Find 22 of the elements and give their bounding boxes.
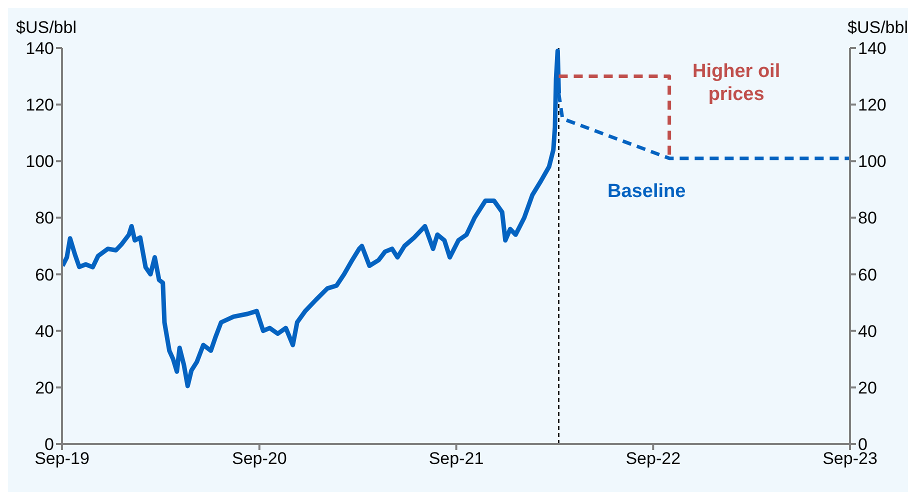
x-tick-label: Sep-20 xyxy=(232,449,287,468)
y-tick-label: 140 xyxy=(26,39,54,58)
x-tick-label: Sep-22 xyxy=(626,449,681,468)
y-tick-label: 60 xyxy=(35,265,54,284)
y2-tick-label: 120 xyxy=(858,96,886,115)
y-tick-label: 120 xyxy=(26,96,54,115)
series-label: Higher oil prices xyxy=(692,60,782,106)
y-axis-title: $US/bbl xyxy=(16,18,76,38)
x-tick-label: Sep-23 xyxy=(822,449,878,468)
y2-tick-label: 60 xyxy=(858,265,877,284)
y2-tick-label: 100 xyxy=(858,152,886,172)
y-tick-label: 40 xyxy=(35,322,54,341)
x-tick-label: Sep-21 xyxy=(428,449,484,468)
series-label: Baseline xyxy=(608,180,686,204)
y2-tick-label: 80 xyxy=(858,208,877,228)
y2-tick-label: 20 xyxy=(858,378,877,398)
y-tick-label: 20 xyxy=(35,378,54,398)
y-tick-label: 100 xyxy=(26,152,54,172)
y2-tick-label: 140 xyxy=(858,39,886,58)
y-tick-label: 80 xyxy=(35,208,54,228)
y2-axis-title: $US/bbl xyxy=(848,18,908,38)
y2-tick-label: 40 xyxy=(858,322,877,341)
